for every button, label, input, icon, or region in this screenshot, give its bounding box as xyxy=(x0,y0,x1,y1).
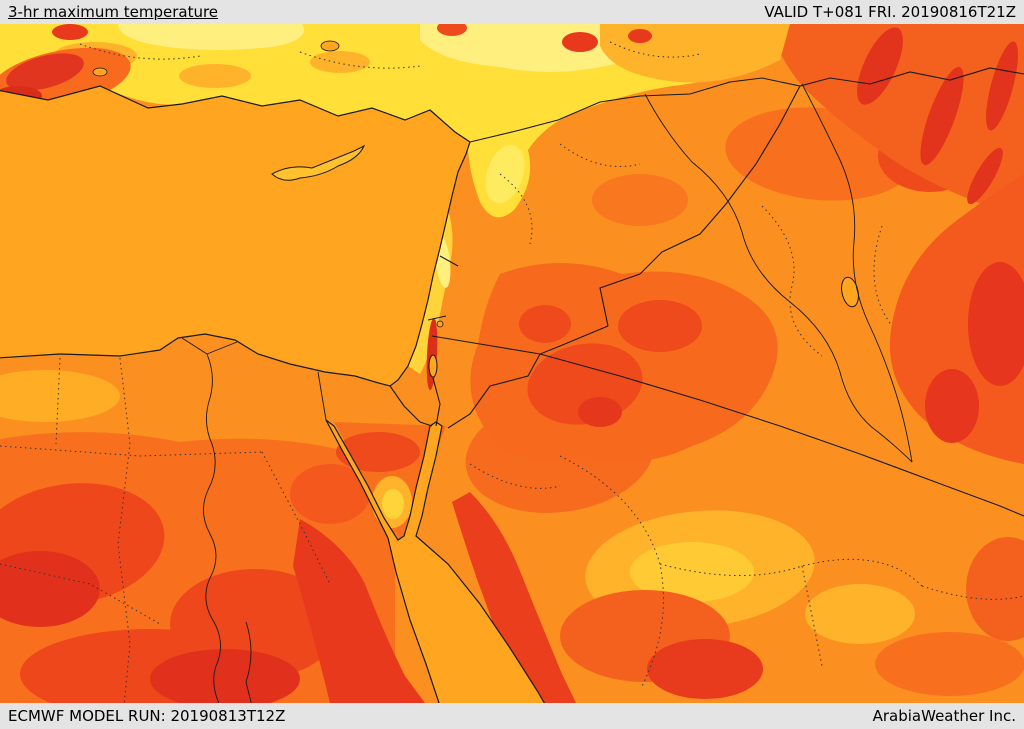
water-bodies xyxy=(0,40,859,703)
map-title: 3-hr maximum temperature xyxy=(8,3,219,21)
admin-boundaries-dotted xyxy=(0,41,1024,703)
red-sea xyxy=(325,419,545,703)
weather-map-svg xyxy=(0,24,1024,703)
sea-of-galilee xyxy=(436,320,444,328)
cyprus-island xyxy=(271,144,366,181)
turkey-south-border xyxy=(469,67,1024,143)
lake-tuz xyxy=(320,40,340,52)
lake-nasser xyxy=(245,621,252,703)
saudi-iraq-border xyxy=(539,353,1024,517)
syria-jordan-border xyxy=(431,335,541,355)
syria-iraq-border xyxy=(639,85,801,275)
nile-delta-branches xyxy=(181,337,238,355)
model-run-label: ECMWF MODEL RUN: 20190813T12Z xyxy=(8,707,286,725)
dead-sea xyxy=(428,354,438,378)
temperature-map xyxy=(0,24,1024,703)
valid-time-label: VALID T+081 FRI. 20190816T21Z xyxy=(764,3,1016,21)
egypt-israel-border xyxy=(389,385,433,427)
mediterranean-sea xyxy=(0,85,471,387)
header-bar: 3-hr maximum temperature VALID T+081 FRI… xyxy=(0,0,1024,24)
lake-tharthar xyxy=(841,276,859,308)
brand-label: ArabiaWeather Inc. xyxy=(872,707,1016,725)
euphrates-river xyxy=(644,93,913,463)
jordan-iraq-border xyxy=(599,273,641,327)
israel-jordan-rift-border xyxy=(432,377,441,427)
nile-river xyxy=(203,353,221,703)
lebanon-borders xyxy=(427,255,459,321)
footer-bar: ECMWF MODEL RUN: 20190813T12Z ArabiaWeat… xyxy=(0,703,1024,729)
country-borders xyxy=(389,67,1024,517)
rivers xyxy=(181,83,913,703)
suez-canal xyxy=(317,371,327,421)
tigris-river xyxy=(801,83,913,463)
temperature-field xyxy=(0,24,1024,703)
west-anatolia-lake xyxy=(92,67,108,77)
jordan-saudi-border xyxy=(447,325,609,429)
